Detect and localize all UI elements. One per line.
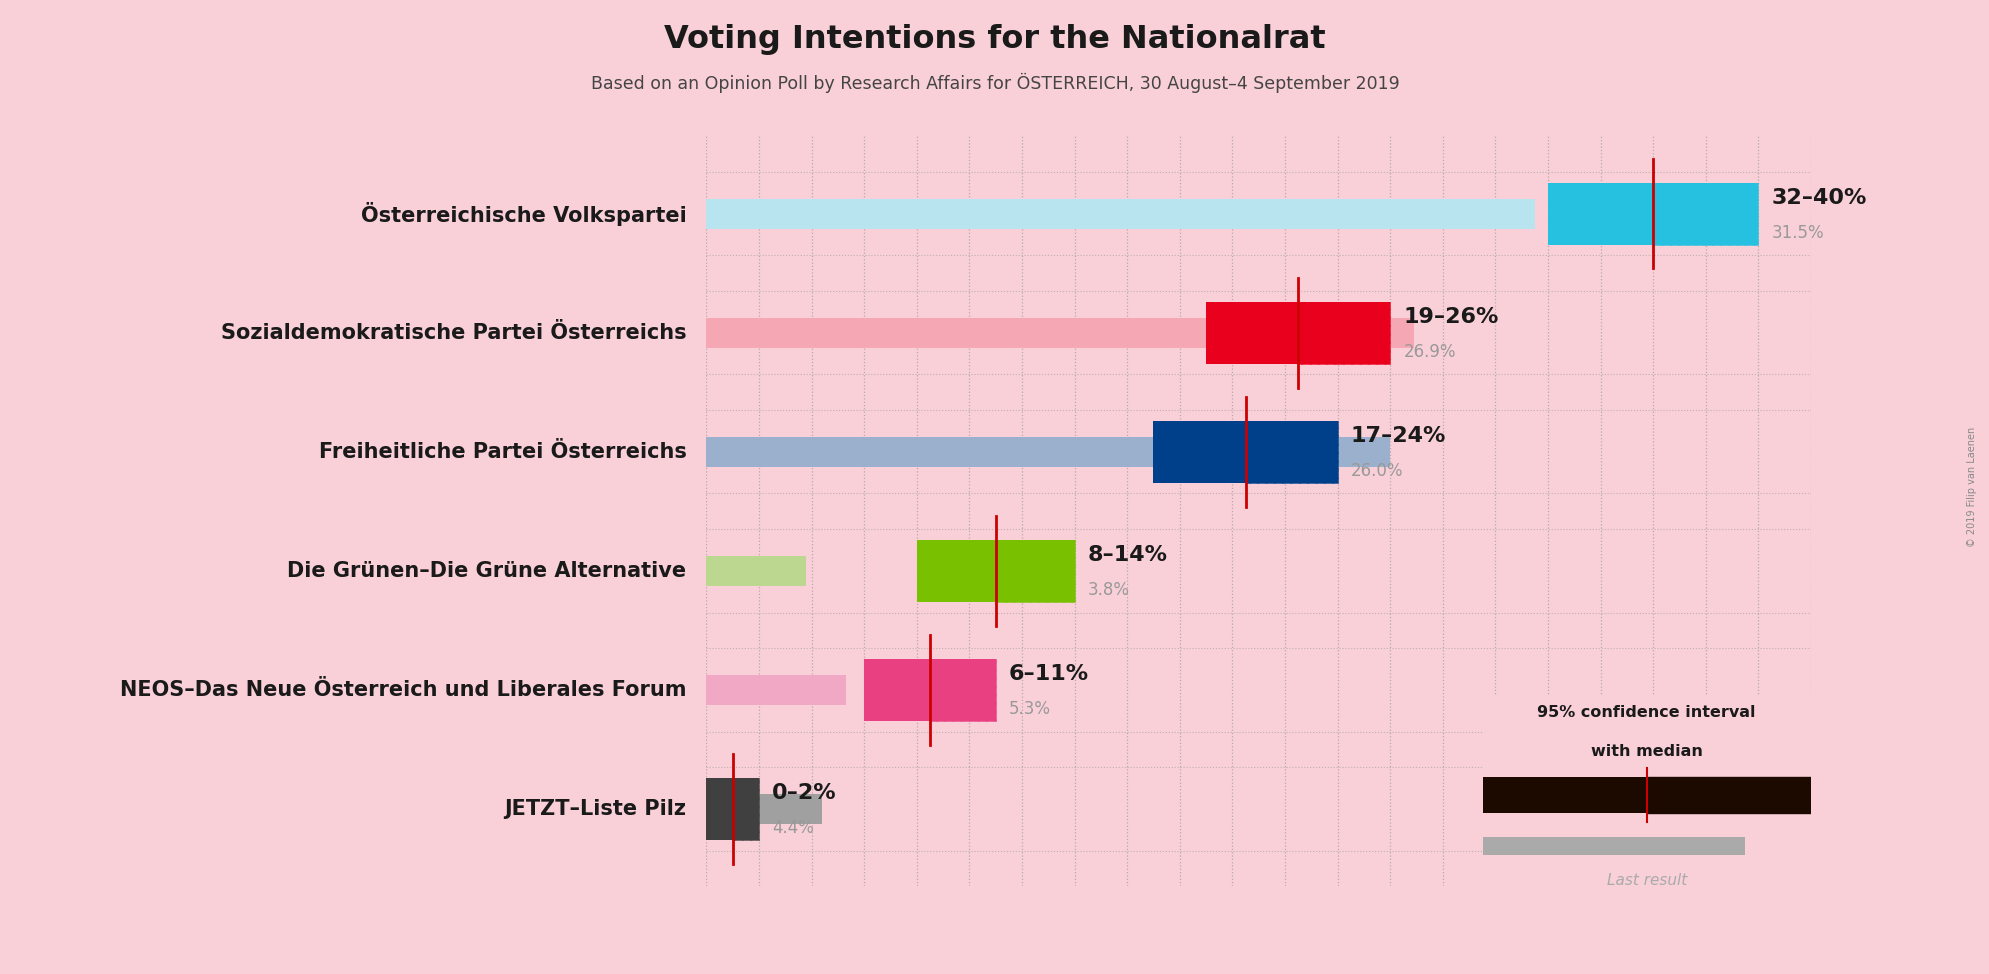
Bar — [706, 199, 1534, 229]
Bar — [929, 659, 994, 721]
Text: 3.8%: 3.8% — [1088, 581, 1130, 599]
Text: 95% confidence interval: 95% confidence interval — [1537, 705, 1754, 720]
Text: Sozialdemokratische Partei Österreichs: Sozialdemokratische Partei Österreichs — [221, 322, 686, 343]
Text: 17–24%: 17–24% — [1351, 427, 1446, 446]
Bar — [1482, 777, 1647, 813]
Bar — [994, 540, 1074, 602]
Text: JETZT–Liste Pilz: JETZT–Liste Pilz — [505, 799, 686, 819]
Bar — [1245, 421, 1337, 483]
Bar — [706, 318, 1412, 348]
Text: 8–14%: 8–14% — [1088, 545, 1168, 565]
Bar — [706, 556, 806, 585]
Bar — [706, 778, 732, 840]
Bar — [1245, 421, 1337, 483]
Bar — [917, 540, 994, 602]
Text: 26.9%: 26.9% — [1402, 343, 1456, 360]
Text: with median: with median — [1589, 743, 1703, 759]
Text: 5.3%: 5.3% — [1008, 700, 1050, 718]
Text: Freiheitliche Partei Österreichs: Freiheitliche Partei Österreichs — [318, 442, 686, 462]
Bar — [1297, 302, 1390, 363]
Text: NEOS–Das Neue Österreich und Liberales Forum: NEOS–Das Neue Österreich und Liberales F… — [119, 680, 686, 700]
Bar — [1297, 302, 1390, 363]
Bar — [994, 540, 1074, 602]
Text: © 2019 Filip van Laenen: © 2019 Filip van Laenen — [1965, 427, 1977, 547]
Bar — [706, 437, 1390, 467]
Bar — [706, 794, 821, 824]
Text: Last result: Last result — [1605, 873, 1687, 888]
Text: 4.4%: 4.4% — [772, 819, 814, 837]
Text: 32–40%: 32–40% — [1770, 188, 1866, 208]
Bar — [706, 675, 845, 705]
Text: 6–11%: 6–11% — [1008, 664, 1088, 685]
Bar — [732, 778, 758, 840]
Text: Österreichische Volkspartei: Österreichische Volkspartei — [360, 202, 686, 226]
Text: 31.5%: 31.5% — [1770, 224, 1824, 242]
Bar — [1647, 777, 1810, 813]
Bar — [863, 659, 929, 721]
Bar — [1205, 302, 1297, 363]
Bar — [1653, 183, 1758, 244]
Text: Die Grünen–Die Grüne Alternative: Die Grünen–Die Grüne Alternative — [286, 561, 686, 581]
Bar — [1482, 838, 1744, 855]
Bar — [732, 778, 758, 840]
Bar — [1647, 777, 1810, 813]
Bar — [1547, 183, 1653, 244]
Bar — [929, 659, 994, 721]
Text: 26.0%: 26.0% — [1351, 462, 1402, 480]
Text: 0–2%: 0–2% — [772, 783, 837, 804]
Text: Voting Intentions for the Nationalrat: Voting Intentions for the Nationalrat — [664, 24, 1325, 56]
Text: 19–26%: 19–26% — [1402, 308, 1498, 327]
Text: Based on an Opinion Poll by Research Affairs for ÖSTERREICH, 30 August–4 Septemb: Based on an Opinion Poll by Research Aff… — [591, 73, 1398, 94]
Bar — [1653, 183, 1758, 244]
Bar — [1154, 421, 1245, 483]
